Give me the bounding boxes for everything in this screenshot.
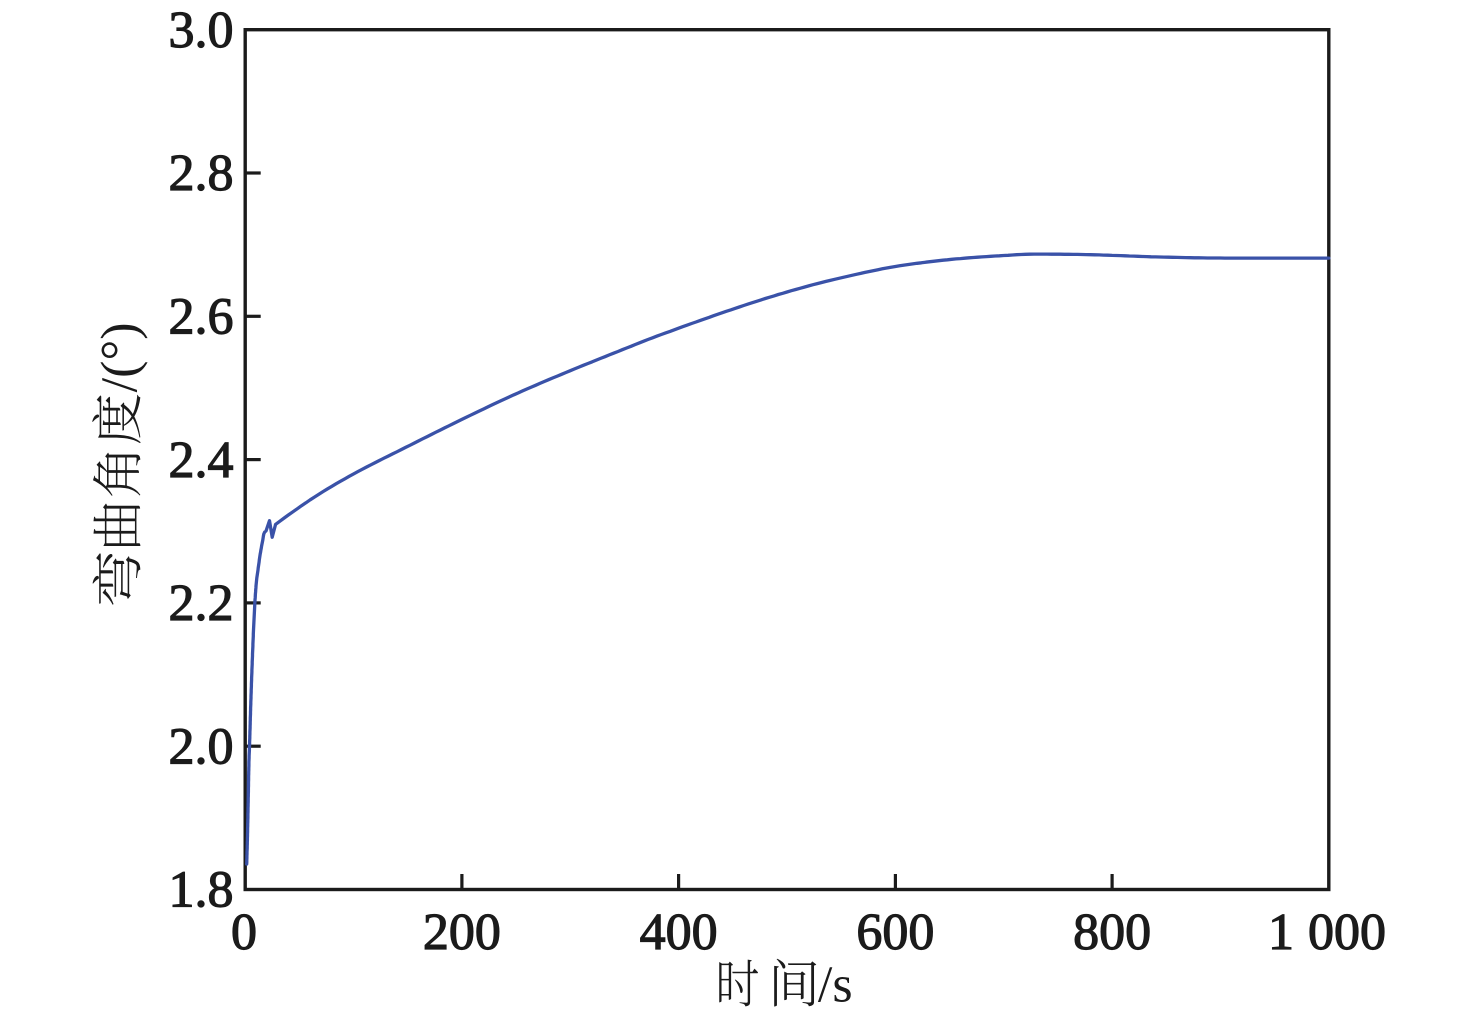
svg-text:800: 800 xyxy=(1073,904,1151,961)
svg-text:0: 0 xyxy=(231,904,257,961)
svg-text:2.0: 2.0 xyxy=(169,718,234,775)
svg-text:2.8: 2.8 xyxy=(169,145,234,202)
svg-text:/s: /s xyxy=(818,957,853,1014)
svg-text:2.6: 2.6 xyxy=(169,289,234,346)
svg-text:1.8: 1.8 xyxy=(169,862,234,919)
svg-text:2.4: 2.4 xyxy=(169,432,234,489)
svg-text:400: 400 xyxy=(640,904,718,961)
svg-text:2.2: 2.2 xyxy=(169,575,234,632)
svg-text:600: 600 xyxy=(856,904,934,961)
svg-text:/(°): /(°) xyxy=(92,322,149,392)
svg-text:200: 200 xyxy=(423,904,501,961)
svg-text:3.0: 3.0 xyxy=(169,2,234,59)
